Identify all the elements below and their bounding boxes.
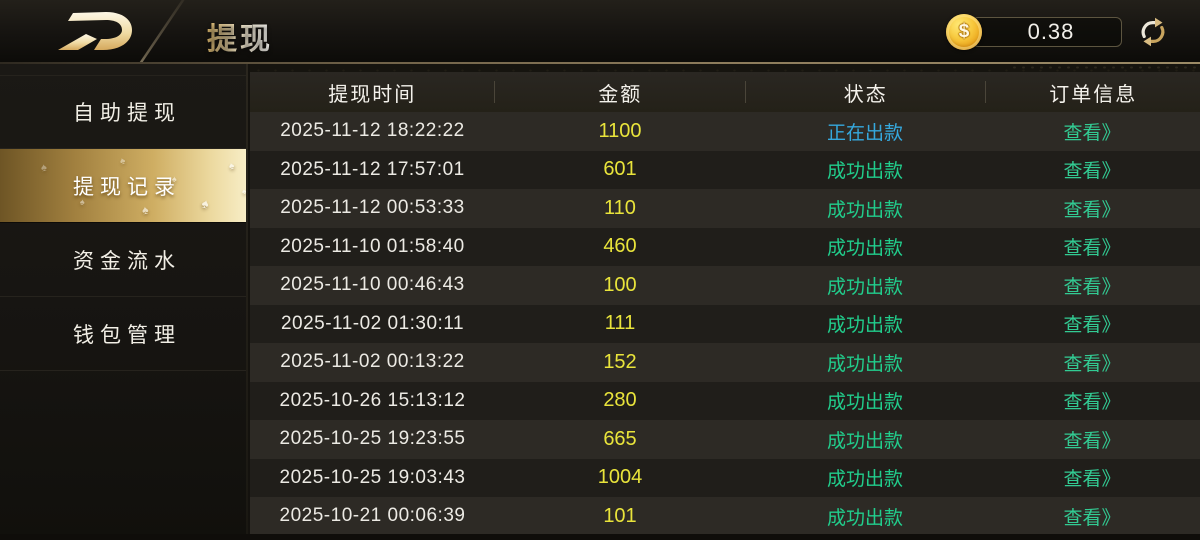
cell-amount: 152 bbox=[603, 350, 637, 373]
cell-withdraw-time: 2025-11-02 00:13:22 bbox=[280, 351, 465, 373]
cell-withdraw-time: 2025-11-12 17:57:01 bbox=[280, 158, 465, 180]
view-order-link[interactable]: 查看》 bbox=[1063, 122, 1121, 144]
refresh-icon[interactable] bbox=[1136, 15, 1170, 49]
sidebar-item-label: 提现记录 bbox=[73, 175, 181, 199]
cell-amount: 1004 bbox=[597, 466, 643, 489]
spade-decoration-icon: ♠ bbox=[240, 185, 248, 197]
col-header-order: 订单信息 bbox=[1049, 83, 1138, 106]
sidebar-nav: 自助提现 提现记录 ♠ ♠ ♠ ♠ ♠ ♠ ♠ ♠ 资金流水 钱包管理 bbox=[0, 64, 248, 540]
sidebar-item-3[interactable]: 资金流水 bbox=[0, 223, 248, 297]
bottom-edge-strip bbox=[0, 534, 1200, 540]
balance-field[interactable]: 0.38 bbox=[972, 17, 1122, 47]
cell-status: 成功出款 bbox=[826, 507, 903, 529]
view-order-link[interactable]: 查看》 bbox=[1063, 353, 1121, 375]
cell-status: 成功出款 bbox=[826, 161, 903, 183]
cell-withdraw-time: 2025-11-10 01:58:40 bbox=[280, 235, 465, 257]
balance-value: 0.38 bbox=[1027, 19, 1075, 44]
table-row: 2025-11-12 00:53:33 110 成功出款 查看》 bbox=[250, 189, 1200, 228]
col-header-amount: 金额 bbox=[598, 83, 643, 106]
cell-amount: 460 bbox=[603, 235, 637, 258]
spade-decoration-icon: ♠ bbox=[118, 154, 133, 168]
view-order-link[interactable]: 查看》 bbox=[1063, 315, 1121, 337]
spade-decoration-icon: ♠ bbox=[228, 158, 242, 173]
spade-decoration-icon: ♠ bbox=[141, 201, 156, 218]
view-order-link[interactable]: 查看》 bbox=[1063, 161, 1121, 183]
table-row: 2025-11-12 18:22:22 1100 正在出款 查看》 bbox=[250, 112, 1200, 151]
cell-amount: 101 bbox=[603, 504, 637, 527]
cell-status: 成功出款 bbox=[826, 392, 903, 414]
column-divider bbox=[985, 81, 987, 103]
view-order-link[interactable]: 查看》 bbox=[1063, 276, 1121, 298]
table-row: 2025-10-26 15:13:12 280 成功出款 查看》 bbox=[250, 381, 1200, 420]
cell-amount: 110 bbox=[604, 196, 636, 219]
cell-status: 成功出款 bbox=[826, 353, 903, 375]
view-order-link[interactable]: 查看》 bbox=[1063, 238, 1121, 260]
table-row: 2025-11-12 17:57:01 601 成功出款 查看》 bbox=[250, 150, 1200, 189]
cell-status: 成功出款 bbox=[826, 430, 903, 452]
header-diagonal-divider bbox=[134, 0, 189, 70]
view-order-link[interactable]: 查看》 bbox=[1063, 199, 1121, 221]
cell-amount: 111 bbox=[604, 312, 636, 335]
cell-withdraw-time: 2025-11-10 00:46:43 bbox=[280, 274, 465, 296]
view-order-link[interactable]: 查看》 bbox=[1063, 507, 1121, 529]
table-header-row: 提现时间 金额 状态 订单信息 bbox=[250, 72, 1200, 112]
cell-withdraw-time: 2025-10-21 00:06:39 bbox=[279, 505, 466, 527]
sidebar-item-label: 自助提现 bbox=[73, 102, 181, 125]
cell-status: 成功出款 bbox=[826, 276, 903, 298]
wallet-widget: $ 0.38 bbox=[946, 0, 1170, 64]
cell-amount: 601 bbox=[603, 158, 637, 181]
col-header-time: 提现时间 bbox=[328, 83, 417, 106]
table-row: 2025-11-02 00:13:22 152 成功出款 查看》 bbox=[250, 343, 1200, 382]
cell-withdraw-time: 2025-10-25 19:23:55 bbox=[279, 428, 466, 450]
cell-amount: 280 bbox=[603, 389, 637, 412]
withdraw-records-panel: 提现时间 金额 状态 订单信息 2025-11-12 18:22:22 1100 正… bbox=[250, 64, 1200, 540]
coin-icon: $ bbox=[946, 14, 982, 50]
table-row: 2025-10-25 19:23:55 665 成功出款 查看》 bbox=[250, 420, 1200, 459]
cell-status: 成功出款 bbox=[826, 238, 903, 260]
top-bar: 提现 $ 0.38 bbox=[0, 0, 1200, 70]
table-row: 2025-10-21 00:06:39 101 成功出款 查看》 bbox=[250, 497, 1200, 536]
cell-status: 成功出款 bbox=[826, 469, 903, 491]
table-body: 2025-11-12 18:22:22 1100 正在出款 查看》 2025-11-12… bbox=[250, 112, 1200, 536]
col-header-status: 状态 bbox=[843, 83, 888, 106]
cell-status: 正在出款 bbox=[826, 122, 903, 144]
table-row: 2025-11-02 01:30:11 111 成功出款 查看》 bbox=[250, 304, 1200, 343]
view-order-link[interactable]: 查看》 bbox=[1063, 469, 1121, 491]
dollar-glyph: $ bbox=[958, 21, 970, 42]
view-order-link[interactable]: 查看》 bbox=[1063, 392, 1121, 414]
sidebar-item-label: 钱包管理 bbox=[73, 323, 181, 347]
sidebar-item-label: 资金流水 bbox=[73, 249, 181, 273]
sidebar-item-1[interactable]: 自助提现 bbox=[0, 75, 248, 149]
table-row: 2025-10-25 19:03:43 1004 成功出款 查看》 bbox=[250, 458, 1200, 497]
cell-withdraw-time: 2025-11-12 18:22:22 bbox=[280, 120, 465, 142]
view-order-link[interactable]: 查看》 bbox=[1063, 430, 1121, 452]
cell-withdraw-time: 2025-11-02 01:30:11 bbox=[280, 312, 465, 334]
page-title: 提现 bbox=[207, 14, 273, 58]
spade-decoration-icon: ♠ bbox=[39, 160, 54, 175]
cell-amount: 665 bbox=[603, 427, 637, 450]
spade-decoration-icon: ♠ bbox=[199, 195, 217, 214]
app-logo-icon[interactable] bbox=[56, 8, 136, 54]
cell-withdraw-time: 2025-10-26 15:13:12 bbox=[279, 389, 466, 411]
column-divider bbox=[744, 81, 746, 103]
column-divider bbox=[494, 81, 496, 103]
cell-status: 成功出款 bbox=[826, 199, 903, 221]
cell-withdraw-time: 2025-11-12 00:53:33 bbox=[280, 197, 465, 219]
table-row: 2025-11-10 00:46:43 100 成功出款 查看》 bbox=[250, 266, 1200, 305]
table-row: 2025-11-10 01:58:40 460 成功出款 查看》 bbox=[250, 227, 1200, 266]
cell-status: 成功出款 bbox=[826, 315, 903, 337]
sidebar-item-2[interactable]: 提现记录 ♠ ♠ ♠ ♠ ♠ ♠ ♠ ♠ bbox=[0, 149, 248, 223]
sidebar-item-4[interactable]: 钱包管理 bbox=[0, 297, 248, 371]
cell-withdraw-time: 2025-10-25 19:03:43 bbox=[279, 466, 466, 488]
cell-amount: 1100 bbox=[598, 119, 642, 142]
cell-amount: 100 bbox=[603, 273, 637, 296]
